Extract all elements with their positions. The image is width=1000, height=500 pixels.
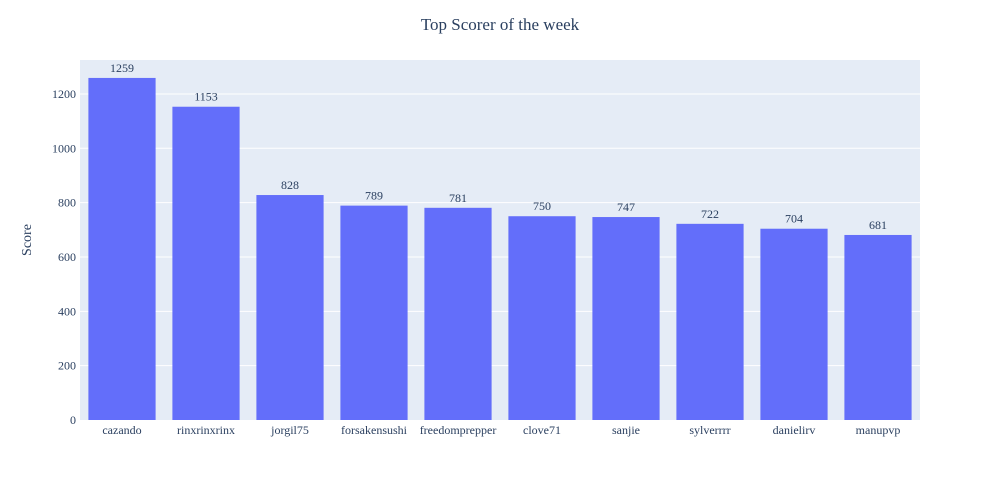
chart-title: Top Scorer of the week — [421, 15, 580, 34]
bars-group — [88, 77, 912, 421]
x-tick-label: clove71 — [523, 423, 561, 437]
x-axis-ticks: cazando rinxrinxrinx jorgil75 forsakensushi… — [102, 423, 900, 437]
bar-value-label: 704 — [785, 212, 803, 226]
y-tick-label: 1000 — [52, 141, 76, 155]
bar-value-label: 781 — [449, 191, 467, 205]
bar-sylverrrr — [676, 223, 744, 420]
x-tick-label: manupvp — [856, 423, 901, 437]
bar-sanjie — [592, 217, 660, 420]
bar-labels-group: 1259 1153 828 789 781 750 747 722 704 681 — [110, 61, 887, 232]
bar-value-label: 828 — [281, 178, 299, 192]
bar-jorgil75 — [256, 195, 324, 420]
bar-clove71 — [508, 216, 576, 420]
bar-cazando — [88, 77, 156, 421]
bar-value-label: 1153 — [194, 90, 218, 104]
y-tick-label: 1200 — [52, 87, 76, 101]
x-tick-label: sanjie — [612, 423, 640, 437]
bar-value-label: 681 — [869, 218, 887, 232]
bar-value-label: 789 — [365, 189, 383, 203]
bar-value-label: 747 — [617, 200, 635, 214]
x-tick-label: rinxrinxrinx — [177, 423, 235, 437]
y-tick-label: 800 — [58, 196, 76, 210]
x-tick-label: sylverrrr — [689, 423, 730, 437]
x-tick-label: cazando — [102, 423, 141, 437]
bar-value-label: 750 — [533, 199, 551, 213]
y-tick-label: 400 — [58, 304, 76, 318]
x-tick-label: forsakensushi — [341, 423, 408, 437]
bar-freedomprepper — [424, 207, 492, 420]
y-tick-label: 200 — [58, 359, 76, 373]
y-axis-ticks: 0 200 400 600 800 1000 1200 — [52, 87, 76, 427]
bar-rinxrinxrinx — [172, 106, 240, 420]
x-tick-label: danielirv — [773, 423, 816, 437]
y-tick-label: 600 — [58, 250, 76, 264]
bar-danielirv — [760, 228, 828, 420]
bar-value-label: 1259 — [110, 61, 134, 75]
y-axis-label: Score — [20, 224, 35, 256]
x-tick-label: freedomprepper — [420, 423, 497, 437]
bar-manupvp — [844, 234, 912, 420]
y-tick-label: 0 — [70, 413, 76, 427]
bar-value-label: 722 — [701, 207, 719, 221]
x-tick-label: jorgil75 — [270, 423, 309, 437]
bar-forsakensushi — [340, 205, 408, 420]
